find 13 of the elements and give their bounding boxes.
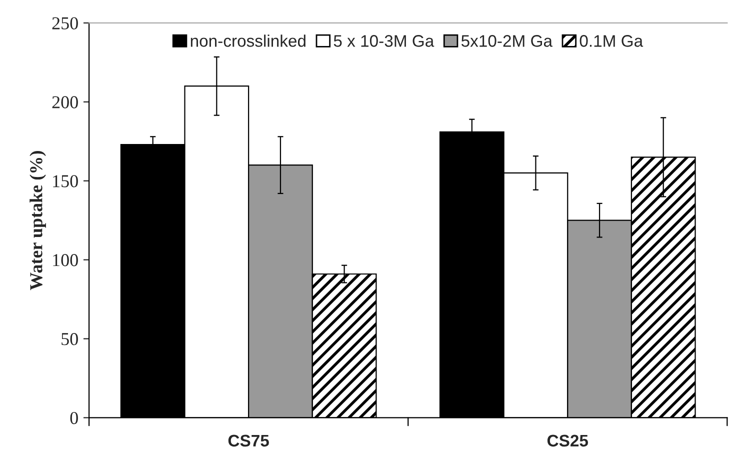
y-tick-label: 50 <box>62 333 78 346</box>
y-tick-label: 250 <box>52 17 78 30</box>
y-axis-title: Water uptake (%) <box>30 151 46 290</box>
legend-label: 5x10-2M Ga <box>461 35 553 47</box>
x-tick-label: CS25 <box>547 434 588 447</box>
legend-label: 0.1M Ga <box>580 35 644 47</box>
y-tick-label: 0 <box>70 412 78 424</box>
y-tick-label: 150 <box>53 175 78 188</box>
legend-label: non-crosslinked <box>190 34 306 47</box>
y-tick-label: 100 <box>53 254 78 266</box>
legend-label: 5 x 10-3M Ga <box>334 35 434 47</box>
x-tick-label: CS75 <box>228 434 269 447</box>
y-tick-label: 200 <box>52 96 78 108</box>
